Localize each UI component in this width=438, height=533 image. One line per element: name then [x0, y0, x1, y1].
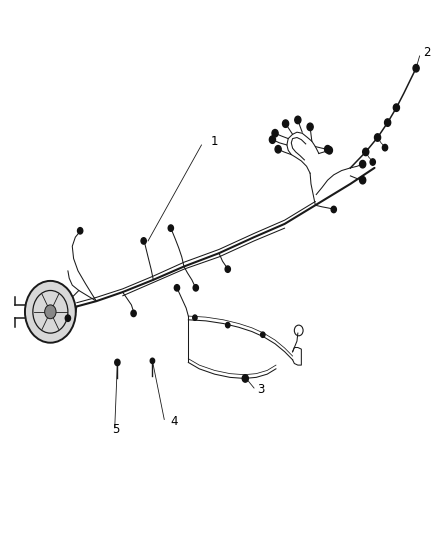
Circle shape [150, 358, 155, 364]
Circle shape [295, 116, 301, 124]
Circle shape [78, 228, 83, 234]
Circle shape [131, 310, 136, 317]
Circle shape [363, 148, 369, 156]
Circle shape [307, 123, 313, 131]
Circle shape [193, 285, 198, 291]
Circle shape [261, 332, 265, 337]
Circle shape [360, 176, 366, 184]
Circle shape [115, 359, 120, 366]
Circle shape [413, 64, 419, 72]
Text: 3: 3 [257, 383, 264, 395]
Circle shape [325, 146, 331, 153]
Text: 1: 1 [210, 135, 218, 148]
Circle shape [370, 159, 375, 165]
Circle shape [385, 119, 391, 126]
Circle shape [25, 281, 76, 343]
Circle shape [275, 146, 281, 153]
Text: 2: 2 [423, 46, 430, 59]
Text: 5: 5 [113, 423, 120, 435]
Circle shape [374, 134, 381, 141]
Circle shape [283, 120, 289, 127]
Circle shape [242, 375, 248, 382]
Circle shape [65, 315, 71, 321]
Circle shape [331, 206, 336, 213]
Circle shape [393, 104, 399, 111]
Circle shape [168, 225, 173, 231]
Circle shape [360, 160, 366, 168]
Circle shape [45, 305, 56, 319]
Circle shape [382, 144, 388, 151]
Circle shape [225, 266, 230, 272]
Circle shape [269, 136, 276, 143]
Circle shape [193, 315, 197, 320]
Circle shape [272, 130, 278, 137]
Circle shape [141, 238, 146, 244]
Circle shape [226, 322, 230, 328]
Circle shape [326, 147, 332, 154]
Circle shape [174, 285, 180, 291]
Text: 4: 4 [171, 415, 178, 427]
